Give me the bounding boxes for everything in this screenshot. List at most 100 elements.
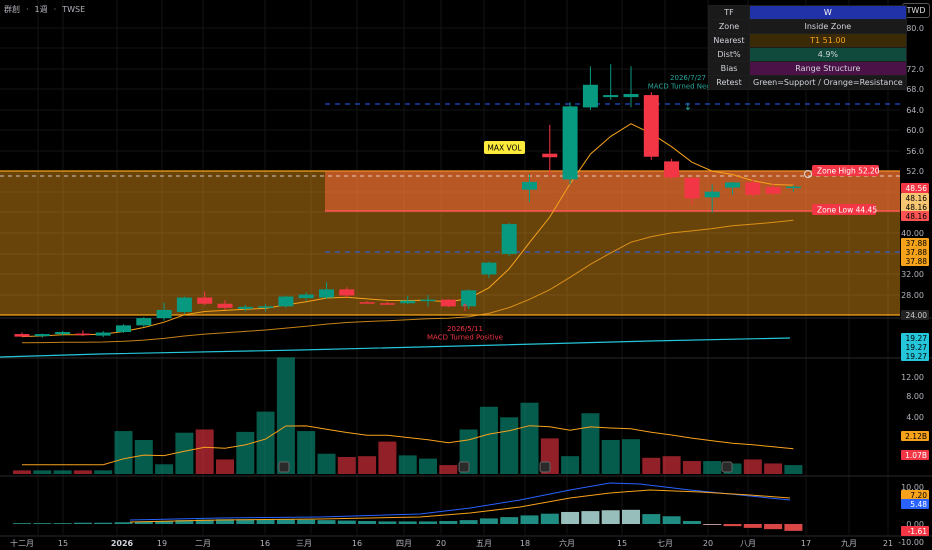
volume-bar bbox=[317, 453, 336, 474]
candle-body bbox=[197, 297, 213, 304]
info-key: Retest bbox=[708, 75, 750, 90]
info-key: Nearest bbox=[708, 33, 750, 48]
macd-histogram-bar bbox=[561, 511, 580, 524]
symbol-name[interactable]: 群創 bbox=[4, 5, 20, 14]
arrow-down-icon: ↓ bbox=[684, 102, 692, 113]
info-value: Green=Support / Orange=Resistance bbox=[749, 75, 907, 90]
macd-histogram-bar bbox=[358, 520, 377, 524]
candlestick-series bbox=[14, 64, 801, 338]
macd-histogram-bar bbox=[195, 519, 214, 524]
macd-tick-label: 10.00 bbox=[901, 483, 924, 492]
macd-tag-bg bbox=[901, 490, 929, 500]
price-tick-label: 64.0 bbox=[906, 106, 924, 115]
ma-tag-label: 19.27 bbox=[906, 352, 928, 361]
time-tick-label: 20 bbox=[436, 539, 446, 548]
info-key: Zone bbox=[708, 19, 750, 34]
macd-pane bbox=[13, 482, 803, 531]
ma-tag-bg bbox=[901, 342, 929, 352]
price-tick-label: 32.00 bbox=[901, 270, 924, 279]
time-tick-label: 2026 bbox=[111, 539, 134, 548]
volume-bar bbox=[155, 464, 174, 474]
macd-histogram-bar bbox=[53, 523, 72, 524]
time-tick-label: 五月 bbox=[476, 539, 492, 548]
candle-body bbox=[136, 318, 152, 326]
volume-bar bbox=[94, 470, 113, 474]
candle-body bbox=[704, 191, 720, 198]
zone-low-label: Zone Low 44.45 bbox=[817, 206, 877, 215]
ma-slow-line bbox=[21, 219, 794, 344]
time-tick-label: 六月 bbox=[559, 538, 575, 548]
volume-bar bbox=[622, 439, 640, 474]
candle-body bbox=[623, 94, 639, 98]
macd-line bbox=[129, 482, 791, 521]
price-tag-label: 37.88 bbox=[906, 257, 928, 266]
volume-tag-label: 1.07B bbox=[905, 451, 927, 460]
retest-marker bbox=[804, 170, 812, 178]
volume-ma-line bbox=[22, 425, 794, 466]
macd-negative-date: 2026/7/27 bbox=[670, 74, 706, 82]
price-tag-bg bbox=[901, 238, 929, 248]
candle-body bbox=[522, 181, 537, 190]
volume-bar bbox=[256, 411, 275, 474]
macd-histogram-bar bbox=[743, 524, 762, 528]
time-tick-label: 15 bbox=[58, 539, 68, 548]
candle-body bbox=[258, 306, 274, 308]
macd-histogram-bar bbox=[581, 511, 600, 524]
time-tick-label: 16 bbox=[352, 539, 362, 548]
info-row: Nearest T1 51.00 bbox=[708, 33, 907, 48]
candle-body bbox=[298, 294, 314, 299]
candle-body bbox=[339, 289, 355, 296]
info-value: Range Structure bbox=[749, 61, 907, 76]
candle-body bbox=[278, 296, 294, 307]
candle-body bbox=[603, 95, 619, 98]
volume-bar bbox=[784, 465, 803, 474]
symbol-header: 群創 · 1週 · TWSE bbox=[4, 4, 91, 15]
price-tick-label: 68.0 bbox=[906, 85, 924, 94]
candle-body bbox=[156, 309, 172, 319]
macd-positive-text: MACD Turned Positive bbox=[427, 334, 503, 342]
macd-histogram-bar bbox=[175, 520, 194, 524]
candle-body bbox=[440, 299, 456, 307]
price-tag-bg bbox=[901, 183, 929, 193]
candle-body bbox=[562, 106, 578, 180]
macd-histogram-bar bbox=[94, 522, 113, 524]
price-tick-label: 52.0 bbox=[906, 167, 924, 176]
time-tick-label: 八月 bbox=[740, 539, 756, 548]
time-tick-label: 18 bbox=[520, 539, 530, 548]
price-tick-label: 60.0 bbox=[906, 126, 924, 135]
macd-tag-label: 7.20 bbox=[910, 491, 927, 500]
volume-bar bbox=[764, 463, 783, 474]
info-value: 4.9% bbox=[749, 47, 907, 62]
price-tag-bg bbox=[901, 211, 929, 221]
macd-histogram-bar bbox=[682, 520, 701, 524]
volume-bar bbox=[134, 439, 153, 474]
volume-bar bbox=[398, 455, 417, 474]
ma-tag-label: 19.27 bbox=[906, 334, 928, 343]
volume-bar bbox=[703, 461, 722, 474]
earnings-icon bbox=[278, 461, 290, 473]
volume-bar bbox=[561, 456, 580, 474]
exchange-label: TWSE bbox=[62, 5, 86, 14]
candle-body bbox=[542, 153, 558, 158]
info-row: Bias Range Structure bbox=[708, 61, 907, 76]
price-tick-label: 28.00 bbox=[901, 291, 924, 300]
info-key: TF bbox=[708, 5, 750, 20]
candle-body bbox=[95, 332, 111, 336]
ma-tag-bg bbox=[901, 333, 929, 343]
macd-histogram-bar bbox=[378, 521, 397, 524]
candle-body bbox=[481, 262, 497, 275]
volume-bar bbox=[500, 417, 519, 474]
candle-body bbox=[176, 297, 192, 312]
price-tag-label: 48.16 bbox=[906, 194, 928, 203]
time-tick-label: 16 bbox=[260, 539, 270, 548]
zone-high-label: Zone High 52.20 bbox=[817, 167, 880, 176]
interval-label[interactable]: 1週 bbox=[34, 5, 48, 14]
macd-histogram-bar bbox=[601, 510, 620, 524]
info-row: Retest Green=Support / Orange=Resistance bbox=[708, 75, 907, 90]
price-tag-label: 48.16 bbox=[906, 203, 928, 212]
price-tag-bg bbox=[901, 247, 929, 257]
arrow-up-icon: ↑ bbox=[461, 303, 469, 314]
volume-bar bbox=[13, 470, 31, 474]
info-row: Zone Inside Zone bbox=[708, 19, 907, 34]
price-tag-bg bbox=[901, 193, 929, 203]
